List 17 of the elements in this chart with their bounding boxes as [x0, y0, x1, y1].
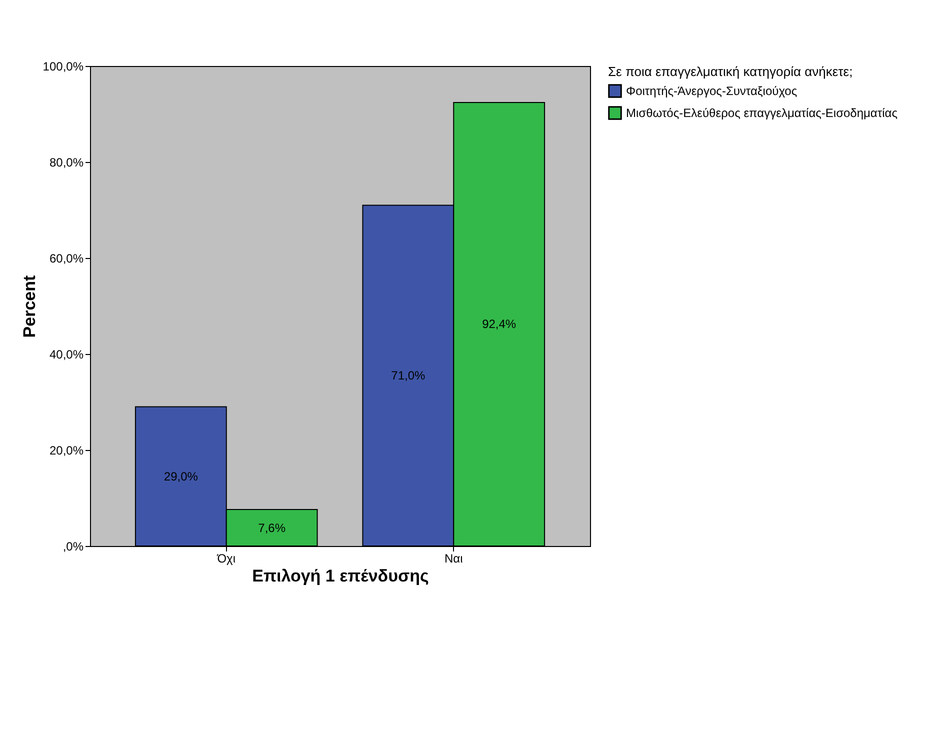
legend-title: Σε ποια επαγγελματική κατηγορία ανήκετε; — [608, 64, 853, 79]
y-axis-title: Percent — [20, 274, 39, 338]
legend-label: Φοιτητής-Άνεργος-Συνταξιούχος — [626, 84, 798, 98]
x-tick-label: Όχι — [216, 552, 236, 566]
y-tick-label: 80,0% — [49, 156, 84, 170]
data-label: 71,0% — [391, 368, 426, 383]
y-tick-label: 40,0% — [49, 348, 84, 362]
y-tick-label: 60,0% — [49, 252, 84, 266]
data-label: 29,0% — [164, 469, 198, 484]
y-tick-label: 100,0% — [42, 60, 84, 74]
legend-label: Μισθωτός-Ελεύθερος επαγγελματίας-Εισοδηματίας — [626, 106, 898, 120]
y-tick-label: ,0% — [62, 540, 84, 554]
x-axis-title: Επιλογή 1 επένδυσης — [252, 566, 430, 586]
x-tick-label: Ναι — [444, 552, 464, 566]
data-label: 92,4% — [482, 317, 516, 332]
y-tick-label: 20,0% — [49, 444, 84, 458]
data-label: 7,6% — [258, 520, 286, 535]
